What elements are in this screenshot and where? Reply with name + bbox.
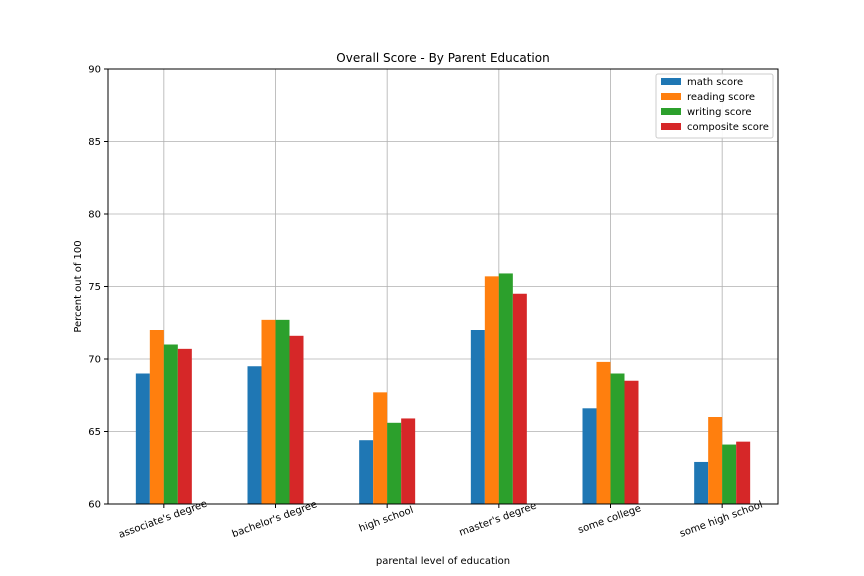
bars-group (135, 273, 751, 504)
legend-box (655, 73, 774, 139)
legend-label: math score (687, 77, 743, 88)
bar-math-score (247, 366, 262, 504)
bar-math-score (135, 373, 150, 504)
y-tick-label: 90 (88, 65, 101, 76)
bar-writing-score (275, 319, 290, 504)
bar-writing-score (387, 422, 402, 504)
bar-writing-score (722, 444, 737, 504)
x-tick-label: high school (358, 505, 415, 535)
x-axis-label: parental level of education (376, 556, 510, 567)
x-axis-ticks: associate's degree bachelor's degree high … (117, 499, 764, 541)
x-tick-label: some college (577, 503, 643, 536)
bar-reading-score (373, 392, 388, 504)
bar-reading-score (484, 276, 499, 504)
y-tick-label: 70 (88, 355, 101, 366)
legend-label: composite score (687, 122, 769, 133)
bar-math-score (470, 330, 485, 504)
x-tick-label: some high school (678, 500, 764, 540)
bar-composite-score (624, 380, 639, 504)
y-tick-label: 75 (88, 282, 101, 293)
bar-reading-score (149, 330, 164, 504)
bar-composite-score (401, 418, 416, 504)
bar-reading-score (261, 319, 276, 504)
bar-writing-score (163, 344, 178, 504)
y-axis-label: Percent out of 100 (73, 240, 84, 332)
x-tick-label: bachelor's degree (231, 499, 319, 540)
legend: math score reading score writing score comp… (655, 73, 774, 139)
legend-label: reading score (687, 92, 755, 103)
legend-swatch (661, 78, 681, 85)
bar-reading-score (596, 361, 611, 504)
bar-math-score (582, 408, 597, 504)
y-tick-label: 65 (88, 427, 101, 438)
y-tick-label: 85 (88, 137, 101, 148)
y-axis-ticks: 60 65 70 75 80 85 90 (88, 65, 108, 511)
bar-composite-score (289, 335, 304, 504)
legend-label: writing score (687, 107, 752, 118)
bar-math-score (359, 440, 374, 504)
y-tick-label: 60 (88, 500, 101, 511)
bar-reading-score (708, 417, 723, 504)
bar-composite-score (512, 293, 527, 504)
chart-title: Overall Score - By Parent Education (336, 51, 549, 65)
bar-composite-score (177, 348, 192, 504)
y-tick-label: 80 (88, 210, 101, 221)
x-tick-label: master's degree (458, 501, 538, 539)
x-tick-label: associate's degree (117, 499, 208, 541)
legend-swatch (661, 93, 681, 100)
bar-writing-score (610, 373, 625, 504)
bar-writing-score (498, 273, 513, 504)
legend-swatch (661, 108, 681, 115)
legend-swatch (661, 123, 681, 130)
bar-composite-score (736, 441, 751, 504)
bar-math-score (694, 461, 709, 504)
